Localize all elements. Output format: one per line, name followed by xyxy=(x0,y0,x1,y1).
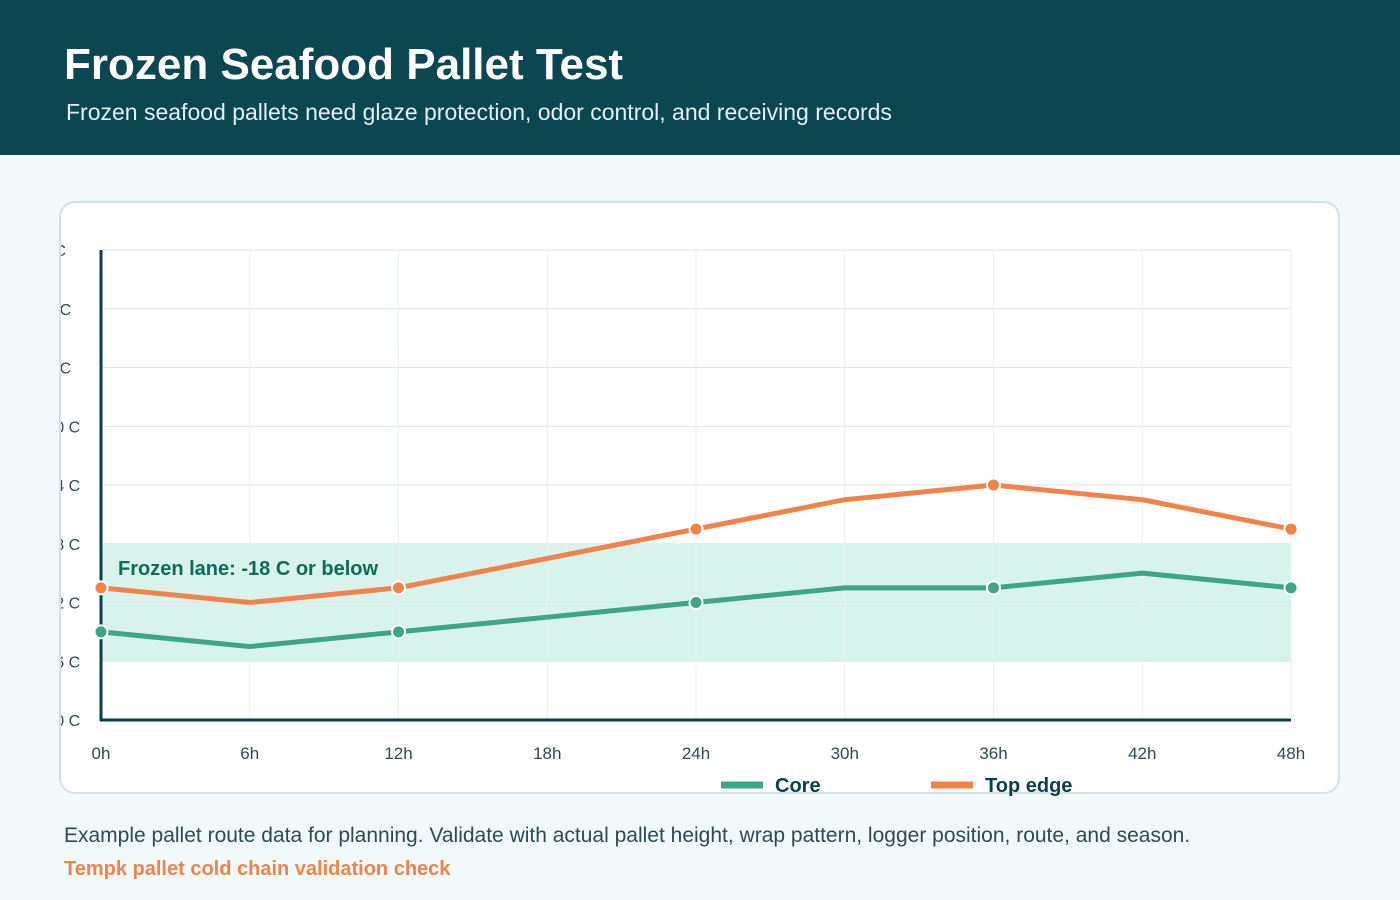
page-title: Frozen Seafood Pallet Test xyxy=(64,40,624,89)
data-point-top-edge xyxy=(391,580,406,596)
data-point-core xyxy=(688,595,704,610)
y-tick-label: -10 C xyxy=(61,419,80,436)
data-point-core xyxy=(391,624,406,640)
legend-label: Top edge xyxy=(985,775,1072,796)
data-point-core xyxy=(986,580,1001,596)
x-tick-label: 42h xyxy=(1128,744,1156,763)
data-point-core xyxy=(1283,580,1299,596)
validation-check-link[interactable]: Tempk pallet cold chain validation check xyxy=(64,858,451,880)
data-point-top-edge xyxy=(986,477,1001,493)
y-tick-label: 2 C xyxy=(61,243,66,260)
y-tick-label: -14 C xyxy=(61,478,80,495)
temperature-chart: Frozen lane: -18 C or below 2 C -2 C -6 C -1… xyxy=(61,243,1305,796)
x-tick-label: 0h xyxy=(92,744,111,763)
page-subtitle: Frozen seafood pallets need glaze protec… xyxy=(66,99,892,125)
x-tick-label: 18h xyxy=(533,744,561,763)
y-tick-label: -2 C xyxy=(61,302,71,319)
footnote: Example pallet route data for planning. … xyxy=(64,824,1191,847)
y-tick-label: -22 C xyxy=(61,596,80,613)
y-tick-label: -30 C xyxy=(61,713,80,730)
data-point-core xyxy=(93,624,109,640)
y-tick-label: -26 C xyxy=(61,654,80,671)
header-banner: Frozen Seafood Pallet Test Frozen seafoo… xyxy=(0,0,1400,155)
y-tick-label: -6 C xyxy=(61,361,71,378)
x-tick-label: 36h xyxy=(979,744,1007,763)
x-tick-label: 48h xyxy=(1277,744,1305,763)
legend-label: Core xyxy=(775,775,821,796)
chart-card: Frozen lane: -18 C or below 2 C -2 C -6 C -1… xyxy=(59,201,1340,796)
x-tick-label: 6h xyxy=(240,744,259,763)
x-tick-label: 30h xyxy=(831,744,859,763)
x-tick-label: 24h xyxy=(682,744,710,763)
data-point-top-edge xyxy=(1283,521,1299,537)
band-label: Frozen lane: -18 C or below xyxy=(118,558,378,580)
x-tick-label: 12h xyxy=(384,744,412,763)
data-point-top-edge xyxy=(688,521,704,537)
data-point-top-edge xyxy=(93,580,109,596)
y-tick-label: -18 C xyxy=(61,537,80,554)
